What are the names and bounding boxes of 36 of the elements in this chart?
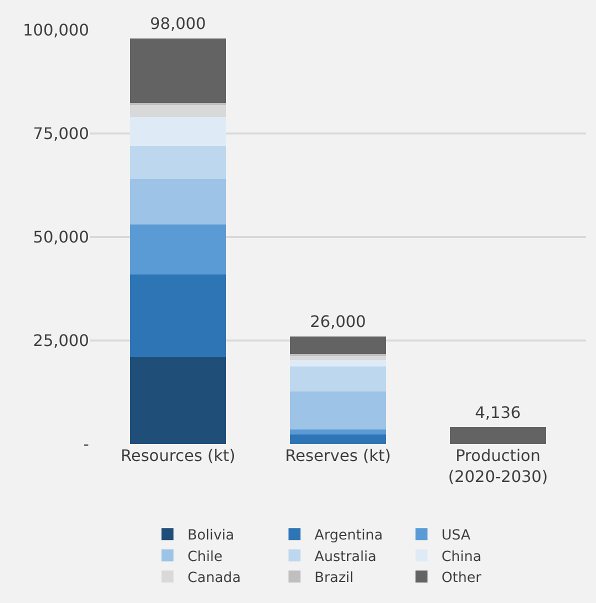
bar	[290, 391, 386, 430]
bar	[290, 356, 386, 360]
legend-label: USA	[442, 528, 471, 544]
total-label: 26,000	[310, 312, 366, 331]
legend-label: China	[442, 548, 482, 565]
total-label: 98,000	[150, 14, 206, 33]
y-tick-label: 25,000	[33, 331, 89, 350]
bar	[290, 360, 386, 367]
bar	[290, 430, 386, 434]
bar	[290, 434, 386, 444]
bar	[130, 274, 226, 358]
bar	[450, 426, 546, 444]
x-tick-label: Reserves (kt)	[285, 446, 391, 465]
bar	[130, 146, 226, 180]
y-tick-label: 100,000	[22, 20, 89, 40]
legend-label: Chile	[188, 548, 223, 565]
legend-label: Other	[442, 570, 482, 586]
bar	[290, 366, 386, 392]
bar	[130, 179, 226, 225]
x-tick-label: Production (2020-2030)	[448, 446, 548, 486]
legend-label: Canada	[188, 570, 241, 586]
x-tick-label: Resources (kt)	[120, 446, 236, 465]
bar	[130, 116, 226, 146]
y-tick-label: 75,000	[33, 124, 89, 144]
bar	[290, 336, 386, 354]
legend-label: Bolivia	[188, 528, 234, 544]
legend-label: Argentina	[314, 528, 383, 544]
y-tick-label: -	[83, 434, 89, 454]
legend-label: Brazil	[314, 570, 354, 586]
bar	[130, 224, 226, 274]
y-tick-label: 50,000	[33, 228, 89, 247]
legend-label: Australia	[314, 548, 376, 565]
bar	[130, 104, 226, 117]
bar	[130, 38, 226, 103]
bar	[130, 357, 226, 444]
total-label: 4,136	[475, 403, 521, 422]
